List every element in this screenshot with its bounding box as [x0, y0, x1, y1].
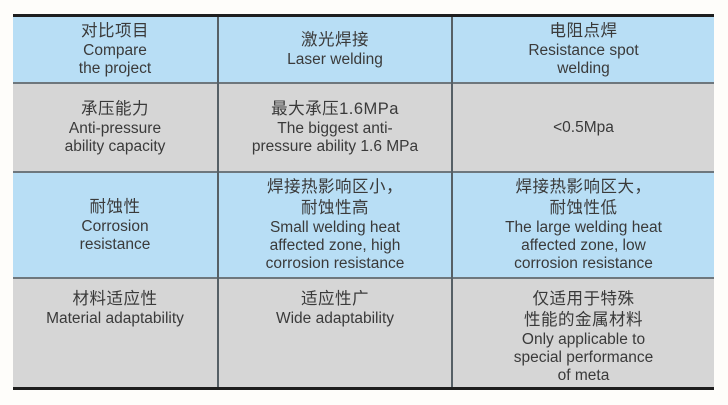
anti-pressure-label-en: Anti-pressure ability capacity — [64, 120, 166, 155]
cell-anti-pressure-resistance: <0.5Mpa — [451, 82, 714, 172]
table-row-corrosion-resistance: 耐蚀性 Corrosion resistance 焊接热影响区小， 耐蚀性高 S… — [13, 171, 714, 278]
cell-corrosion-resistance-spot: 焊接热影响区大， 耐蚀性低 The large welding heat aff… — [451, 171, 714, 278]
corrosion-laser-zh: 焊接热影响区小， 耐蚀性高 — [267, 178, 403, 217]
cell-material-label: 材料适应性 Material adaptability — [13, 277, 218, 387]
header-compare-en: Compare the project — [78, 42, 152, 77]
material-laser-en: Wide adaptability — [275, 310, 395, 327]
material-resistance-zh: 仅适用于特殊 性能的金属材料 — [524, 290, 643, 329]
material-label-zh: 材料适应性 — [72, 290, 158, 308]
cell-corrosion-laser: 焊接热影响区小， 耐蚀性高 Small welding heat affecte… — [217, 171, 452, 278]
header-resistance-en: Resistance spot welding — [528, 42, 639, 77]
header-laser-en: Laser welding — [287, 51, 383, 68]
table-row-material-adaptability: 材料适应性 Material adaptability 适应性广 Wide ad… — [13, 277, 714, 387]
cell-anti-pressure-laser: 最大承压1.6MPa The biggest anti- pressure ab… — [217, 82, 452, 172]
header-cell-compare: 对比项目 Compare the project — [13, 17, 218, 83]
comparison-table: 对比项目 Compare the project 激光焊接 Laser weld… — [13, 14, 714, 390]
corrosion-laser-en: Small welding heat affected zone, high c… — [265, 219, 405, 272]
header-cell-laser-welding: 激光焊接 Laser welding — [217, 17, 452, 83]
corrosion-label-zh: 耐蚀性 — [89, 197, 141, 216]
corrosion-resistance-spot-en: The large welding heat affected zone, lo… — [505, 219, 662, 272]
cell-material-resistance: 仅适用于特殊 性能的金属材料 Only applicable to specia… — [451, 277, 714, 387]
comparison-table-grid: 对比项目 Compare the project 激光焊接 Laser weld… — [13, 17, 714, 387]
header-cell-resistance-spot-welding: 电阻点焊 Resistance spot welding — [451, 17, 714, 83]
table-header-row: 对比项目 Compare the project 激光焊接 Laser weld… — [13, 17, 714, 83]
cell-material-laser: 适应性广 Wide adaptability — [217, 277, 452, 387]
header-laser-zh: 激光焊接 — [301, 31, 369, 49]
cell-corrosion-label: 耐蚀性 Corrosion resistance — [13, 171, 218, 278]
corrosion-resistance-spot-zh: 焊接热影响区大， 耐蚀性低 — [515, 178, 652, 217]
anti-pressure-resistance-en: <0.5Mpa — [553, 118, 614, 136]
corrosion-label-en: Corrosion resistance — [79, 217, 151, 253]
table-row-anti-pressure: 承压能力 Anti-pressure ability capacity 最大承压… — [13, 82, 714, 172]
anti-pressure-laser-zh: 最大承压1.6MPa — [271, 100, 399, 118]
anti-pressure-label-zh: 承压能力 — [81, 100, 149, 118]
material-resistance-en: Only applicable to special performance o… — [513, 331, 654, 384]
material-laser-zh: 适应性广 — [301, 290, 369, 308]
anti-pressure-laser-en: The biggest anti- pressure ability 1.6 M… — [251, 120, 419, 155]
header-compare-zh: 对比项目 — [81, 22, 149, 40]
header-resistance-zh: 电阻点焊 — [549, 22, 618, 40]
cell-anti-pressure-label: 承压能力 Anti-pressure ability capacity — [13, 82, 218, 172]
material-label-en: Material adaptability — [46, 310, 184, 327]
